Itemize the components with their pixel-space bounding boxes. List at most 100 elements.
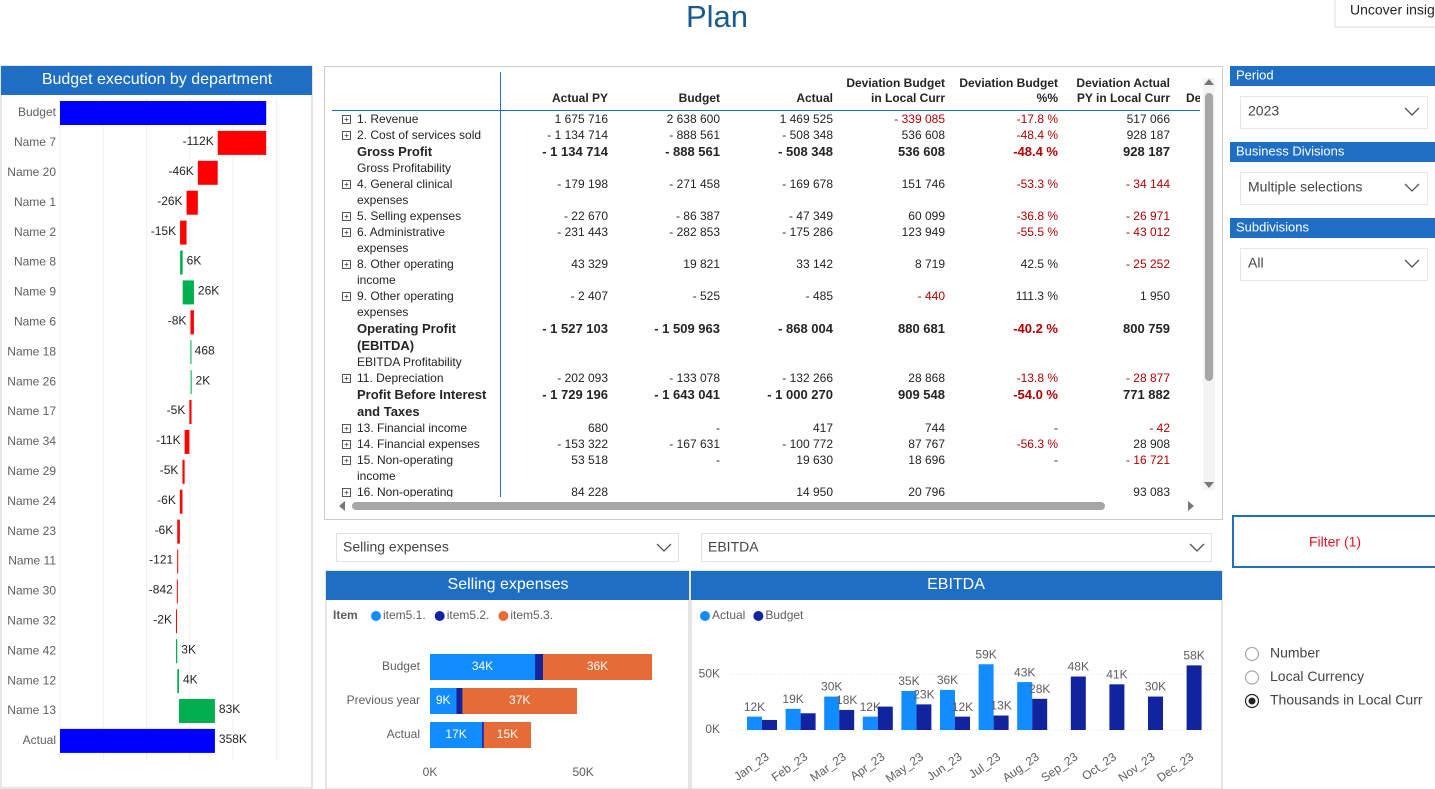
- expand-icon[interactable]: +: [342, 292, 351, 301]
- expand-icon[interactable]: +: [342, 180, 351, 189]
- chevron[interactable]: [1189, 543, 1205, 552]
- data-label: 30K: [1145, 680, 1166, 694]
- row-label: +13. Financial income: [332, 420, 501, 436]
- table-cell: - 525: [692, 289, 720, 303]
- expand-icon[interactable]: +: [342, 456, 351, 465]
- dropdown[interactable]: [701, 533, 1212, 562]
- category-label: Previous year: [347, 693, 420, 707]
- table-cell: -40.2 %: [1013, 321, 1058, 336]
- expand-icon[interactable]: +: [342, 488, 351, 497]
- slicer-box[interactable]: [1240, 96, 1428, 129]
- table-cell: -54.0 %: [1013, 387, 1058, 402]
- table-cell: 680: [587, 421, 608, 435]
- table-cell: - 175 286: [782, 225, 833, 239]
- column: [940, 689, 955, 730]
- table-row: +2. Cost of services sold - 1 134 714 - 88…: [332, 127, 1200, 143]
- chevron[interactable]: [1404, 183, 1420, 192]
- column-header: Deviation Budget %%: [945, 72, 1058, 111]
- table-cell: - 1 729 196: [542, 387, 608, 402]
- table-cell: -: [1054, 421, 1058, 435]
- chevron[interactable]: [1404, 107, 1420, 116]
- table-cell: 20 796: [908, 485, 945, 497]
- filter-button[interactable]: [1232, 515, 1435, 568]
- expand-icon[interactable]: +: [342, 440, 351, 449]
- radio-button[interactable]: [1244, 670, 1260, 685]
- empty-cell: [1058, 354, 1170, 370]
- radio-button[interactable]: [1244, 646, 1260, 662]
- legend-title: Item: [333, 608, 358, 622]
- table-cell: 111.3 %: [1015, 289, 1058, 303]
- row-label: Gross Profit: [332, 143, 501, 160]
- table-cell: - 28 877: [1125, 371, 1170, 385]
- dropdown-value[interactable]: Selling expenses: [343, 539, 449, 555]
- chevron[interactable]: [1404, 259, 1420, 268]
- empty-cell: [833, 354, 945, 370]
- slicer-value[interactable]: All: [1248, 255, 1264, 271]
- table-cell: 151 746: [901, 177, 945, 191]
- dropdown[interactable]: [336, 533, 679, 562]
- table-cell: 8 719: [914, 257, 945, 271]
- empty-cell: [1170, 176, 1200, 208]
- table-cell: - 271 458: [669, 177, 720, 191]
- category-label: Name 34: [7, 434, 56, 448]
- table-cell: - 43 012: [1125, 225, 1170, 239]
- insights-button[interactable]: [1334, 0, 1435, 28]
- expand-icon[interactable]: +: [342, 212, 351, 221]
- table-cell: - 231 443: [557, 225, 608, 239]
- radio-dot[interactable]: [1248, 697, 1256, 705]
- insights-button-label[interactable]: Uncover insig: [1350, 2, 1435, 18]
- x-tick-label: 0K: [423, 765, 438, 779]
- filter-button-label[interactable]: Filter (1): [1309, 534, 1361, 550]
- data-label: 15K: [497, 727, 518, 741]
- category-label: Budget: [18, 105, 57, 119]
- expand-icon[interactable]: +: [342, 260, 351, 269]
- table-cell: - 508 348: [778, 144, 833, 159]
- expand-icon[interactable]: +: [342, 228, 351, 237]
- column-header: Budget: [608, 72, 720, 111]
- chevron[interactable]: [656, 543, 672, 552]
- bar-segment: [543, 654, 653, 680]
- category-label: Actual: [387, 727, 420, 741]
- x-tick-label: 50K: [572, 765, 593, 779]
- h-scroll-thumb[interactable]: [352, 502, 1105, 510]
- table-cell: 14 950: [796, 485, 833, 497]
- table-row: +15. Non-operating income 53 518 - 19 630 18…: [332, 452, 1200, 484]
- expand-icon[interactable]: +: [342, 374, 351, 383]
- expand-icon[interactable]: +: [342, 424, 351, 433]
- waterfall-title: Budget execution by department: [42, 71, 273, 88]
- empty-cell: [720, 160, 833, 176]
- expand-icon[interactable]: +: [342, 131, 351, 140]
- slicer-value[interactable]: Multiple selections: [1248, 179, 1362, 195]
- slicer-value[interactable]: 2023: [1248, 103, 1279, 119]
- legend-dot: [753, 611, 764, 621]
- table-row: +16. Non-operating 84 228 14 950 20 796 93 0…: [332, 484, 1200, 497]
- waterfall-bar: [197, 160, 218, 185]
- table-row: Operating Profit (EBITDA) - 1 527 103 - 1 …: [332, 320, 1200, 354]
- slicer-box[interactable]: [1240, 172, 1428, 205]
- empty-cell: [945, 484, 1058, 497]
- data-label: 12K: [744, 700, 765, 714]
- table-row: +1. Revenue 1 675 716 2 638 600 1 469 525 - …: [332, 110, 1200, 127]
- data-label: -46K: [168, 164, 193, 178]
- table-cell: - 47 349: [788, 209, 833, 223]
- slicer-box[interactable]: [1240, 248, 1428, 281]
- table-cell: - 26 971: [1125, 209, 1170, 223]
- data-label: 26K: [198, 284, 219, 298]
- radio-label[interactable]: Thousands in Local Curr: [1270, 692, 1423, 708]
- header-row: Actual PY Budget Actual Deviation Budget in…: [332, 72, 1200, 111]
- empty-cell: [1170, 288, 1200, 320]
- radio-label[interactable]: Number: [1270, 645, 1320, 661]
- radio-label[interactable]: Local Currency: [1270, 668, 1364, 684]
- v-scroll-thumb[interactable]: [1205, 93, 1213, 381]
- row-label: EBITDA Profitability: [332, 354, 501, 370]
- legend-dot: [434, 611, 445, 621]
- data-label: -5K: [167, 403, 186, 417]
- column: [978, 664, 994, 730]
- expand-icon[interactable]: +: [342, 115, 351, 124]
- dropdown-value[interactable]: EBITDA: [708, 539, 759, 555]
- table: Actual PY Budget Actual Deviation Budget in…: [332, 72, 1200, 497]
- data-label: 2K: [196, 373, 211, 387]
- table-cell: 28 908: [1133, 437, 1170, 451]
- bar-segment: [456, 688, 463, 714]
- data-label: 12K: [952, 700, 973, 714]
